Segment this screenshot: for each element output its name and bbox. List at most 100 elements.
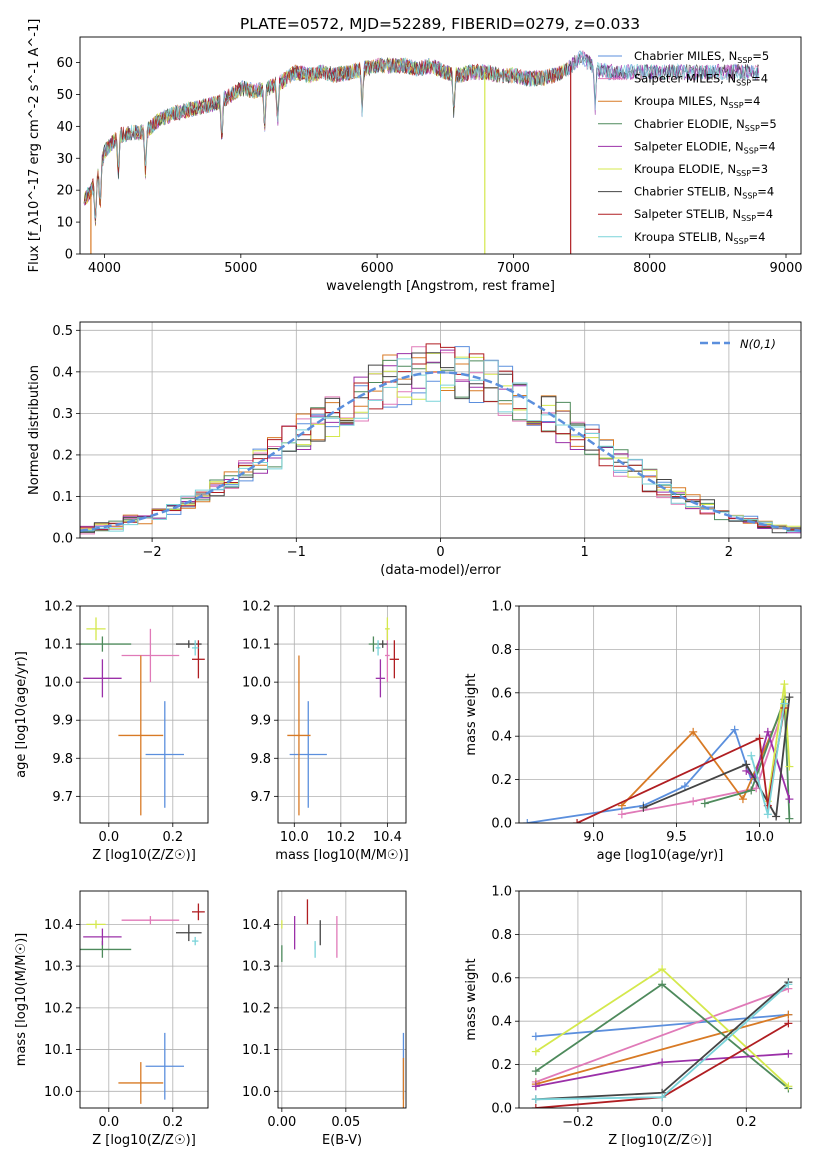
y-tick-label: 0.0 bbox=[52, 532, 73, 547]
massweight-vs-age-frame bbox=[518, 605, 802, 824]
y-tick-label: 10.1 bbox=[242, 638, 271, 653]
error-cross bbox=[118, 1062, 164, 1104]
figure-title: PLATE=0572, MJD=52289, FIBERID=0279, z=0… bbox=[240, 15, 640, 33]
x-axis-label: Z [log10(Z/Z☉)] bbox=[608, 1133, 712, 1148]
legend-subscript: SSP bbox=[741, 214, 756, 223]
legend-count: =4 bbox=[749, 230, 766, 244]
error-cross bbox=[118, 655, 164, 816]
spectrum-line bbox=[83, 57, 568, 223]
legend-count: =4 bbox=[751, 72, 768, 86]
legend-label: Kroupa STELIB, NSSP=4 bbox=[634, 230, 765, 246]
legend-count: =4 bbox=[757, 185, 774, 199]
mass-vs-Z-frame bbox=[79, 890, 209, 1109]
error-cross bbox=[192, 640, 199, 656]
age-vs-mass-frame bbox=[277, 605, 407, 824]
x-tick-label: 5000 bbox=[224, 261, 257, 276]
x-axis-label: age [log10(age/yr)] bbox=[597, 848, 724, 863]
y-axis-label: Flux [f_λ10^-17 erg cm^-2 s^-1 A^-1] bbox=[27, 19, 42, 273]
y-tick-label: 0.6 bbox=[491, 686, 512, 701]
x-tick-label: 2 bbox=[725, 545, 733, 560]
error-cross bbox=[176, 640, 202, 648]
legend-label: Kroupa MILES, NSSP=4 bbox=[634, 94, 760, 110]
error-cross bbox=[389, 640, 400, 679]
spectrum-line bbox=[83, 50, 759, 219]
y-tick-label: 10.1 bbox=[44, 638, 73, 653]
error-cross bbox=[121, 916, 180, 925]
error-cross bbox=[289, 701, 327, 808]
residual-histogram-plot-area bbox=[80, 343, 801, 535]
massweight-vs-Z-axes: −0.2 0.0 0.2 0.0 0.2 0.4 0.6 0.8 1.0 Z [log10(Z/Z… bbox=[464, 885, 802, 1148]
x-axis-label: wavelength [Angstrom, rest frame] bbox=[326, 279, 555, 294]
legend-subscript: SSP bbox=[736, 169, 751, 178]
legend-count: =5 bbox=[752, 49, 769, 63]
y-tick-label: 9.9 bbox=[250, 714, 271, 729]
plot-layer: 4000 5000 6000 7000 8000 90000102030405060wav… bbox=[14, 19, 803, 1148]
error-cross bbox=[378, 640, 388, 648]
y-tick-label: 10.0 bbox=[44, 1085, 73, 1100]
y-tick-label: 10.2 bbox=[44, 1001, 73, 1016]
x-tick-label: 0.0 bbox=[652, 1115, 673, 1130]
x-axis-label: mass [log10(M/M☉)] bbox=[275, 848, 408, 863]
y-tick-label: 10.0 bbox=[242, 1085, 271, 1100]
legend-count: =4 bbox=[756, 207, 773, 221]
massweight-vs-Z-frame bbox=[518, 890, 802, 1109]
x-tick-label: 4000 bbox=[88, 261, 121, 276]
mass-vs-ebv-axes: 0.00 0.05 10.0 10.1 10.2 10.3 10.4 E(B-V) bbox=[242, 890, 407, 1148]
y-tick-label: 0.4 bbox=[491, 1015, 512, 1030]
y-tick-label: 0.3 bbox=[52, 407, 73, 422]
y-tick-label: 10 bbox=[56, 216, 73, 231]
legend-label: Salpeter MILES, NSSP=4 bbox=[634, 72, 768, 88]
y-tick-label: 10.2 bbox=[44, 600, 73, 615]
y-tick-label: 0.2 bbox=[491, 773, 512, 788]
y-tick-label: 1.0 bbox=[491, 600, 512, 615]
y-tick-label: 10.1 bbox=[44, 1043, 73, 1058]
error-cross bbox=[192, 903, 205, 921]
legend-label: Chabrier ELODIE, NSSP=5 bbox=[634, 117, 777, 133]
age-vs-mass-plot-area bbox=[287, 617, 400, 816]
x-tick-label: −2 bbox=[143, 545, 162, 560]
y-tick-label: 0 bbox=[65, 248, 73, 263]
x-tick-label: 9.0 bbox=[583, 830, 604, 845]
mass-vs-ebv-frame bbox=[277, 890, 407, 1109]
legend-count: =3 bbox=[751, 162, 768, 176]
x-tick-label: 0.05 bbox=[331, 1115, 360, 1130]
x-tick-label: 8000 bbox=[633, 261, 666, 276]
y-tick-label: 1.0 bbox=[491, 885, 512, 900]
y-tick-label: 0.8 bbox=[491, 643, 512, 658]
legend-subscript: SSP bbox=[745, 124, 760, 133]
x-axis-label: E(B-V) bbox=[322, 1133, 362, 1148]
residual-histogram-frame bbox=[79, 321, 802, 539]
spectrum-frame bbox=[79, 36, 802, 255]
y-tick-label: 20 bbox=[56, 184, 73, 199]
legend-subscript: SSP bbox=[742, 192, 757, 201]
x-tick-label: 7000 bbox=[497, 261, 530, 276]
series-line bbox=[704, 698, 791, 819]
error-cross bbox=[145, 701, 184, 808]
y-tick-label: 10.0 bbox=[242, 676, 271, 691]
legend-subscript: SSP bbox=[736, 79, 751, 88]
legend-subscript: SSP bbox=[734, 237, 749, 246]
x-tick-label: 0.0 bbox=[98, 830, 119, 845]
error-cross bbox=[385, 617, 390, 641]
error-cross bbox=[192, 936, 199, 946]
x-tick-label: 1 bbox=[581, 545, 589, 560]
y-tick-label: 60 bbox=[56, 56, 73, 71]
x-axis-label: Z [log10(Z/Z☉)] bbox=[92, 1133, 196, 1148]
y-tick-label: 0.8 bbox=[491, 928, 512, 943]
histogram-step bbox=[80, 352, 801, 534]
error-cross bbox=[121, 628, 180, 683]
legend-label: N(0,1) bbox=[740, 337, 776, 351]
legend-count: =4 bbox=[759, 139, 776, 153]
mass-vs-Z-axes: 0.0 0.2 10.0 10.1 10.2 10.3 10.4 Z [log10(Z/Z☉)… bbox=[14, 890, 209, 1148]
error-cross bbox=[368, 636, 379, 652]
y-tick-label: 0.1 bbox=[52, 490, 73, 505]
age-vs-Z-axes: 0.0 0.2 9.7 9.8 9.9 10.0 10.1 10.2 Z [log10(Z/Z☉… bbox=[14, 600, 209, 863]
y-tick-label: 10.1 bbox=[242, 1043, 271, 1058]
gaussian-curve bbox=[80, 371, 801, 532]
legend-label: Salpeter STELIB, NSSP=4 bbox=[634, 207, 773, 223]
legend-subscript: SSP bbox=[729, 101, 744, 110]
series-line bbox=[535, 1013, 789, 1085]
x-tick-label: 0.00 bbox=[267, 1115, 296, 1130]
mass-vs-Z-plot-area bbox=[80, 903, 205, 1104]
legend-subscript: SSP bbox=[744, 146, 759, 155]
